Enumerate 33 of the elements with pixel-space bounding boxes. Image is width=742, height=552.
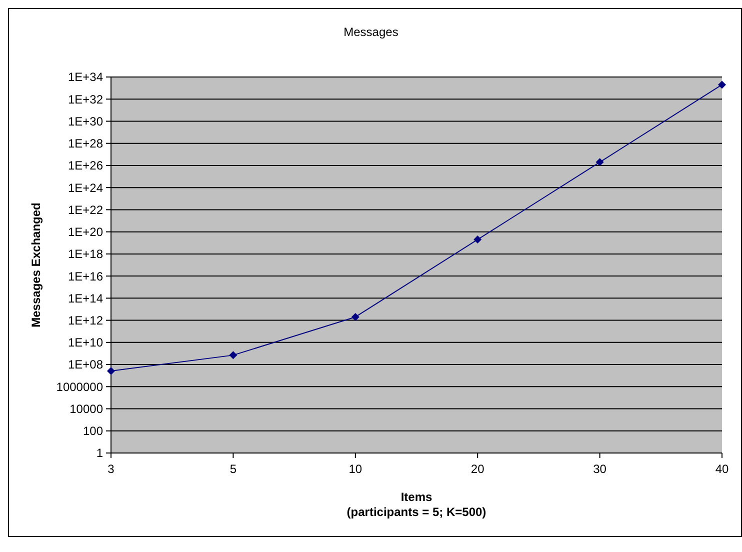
x-tick-label: 10 — [348, 462, 362, 476]
y-tick-label: 1E+14 — [68, 291, 104, 306]
chart-title: Messages — [344, 25, 398, 39]
y-tick-label: 1E+22 — [68, 202, 104, 217]
y-tick-label: 1E+24 — [68, 180, 104, 195]
x-tick-label: 40 — [715, 462, 729, 476]
y-tick-label: 1E+28 — [68, 136, 104, 151]
y-tick-label: 1E+20 — [68, 225, 104, 240]
point — [229, 351, 238, 360]
y-tick-label: 1E+30 — [68, 114, 104, 128]
x-tick-label: 30 — [593, 462, 607, 476]
y-tick-label: 1E+08 — [68, 358, 104, 372]
point — [351, 312, 360, 321]
x-tick-label: 3 — [108, 462, 115, 476]
y-tick-label: 1 — [96, 446, 104, 460]
y-tick-label: 1E+16 — [68, 269, 104, 284]
point — [107, 367, 115, 375]
y-axis-title: Messages Exchanged — [29, 202, 43, 328]
y-tick-label: 1E+32 — [68, 92, 104, 106]
y-tick-label: 1E+18 — [68, 247, 104, 262]
point — [474, 236, 482, 244]
y-tick-label: 100 — [82, 424, 104, 438]
y-tick-label: 1E+26 — [68, 158, 104, 173]
x-tick-label: 20 — [470, 462, 485, 476]
y-tick-label: 1000000 — [56, 380, 104, 394]
point — [718, 80, 726, 89]
x-tick-label: 5 — [230, 462, 237, 476]
point — [596, 158, 604, 166]
y-tick-label: 1E+34 — [68, 70, 104, 84]
y-tick-label: 10000 — [70, 402, 104, 416]
x-axis-title: Items (participants = 5; K=500) — [346, 490, 486, 519]
y-tick-label: 1E+10 — [68, 336, 104, 350]
y-tick-label: 1E+12 — [68, 313, 104, 328]
